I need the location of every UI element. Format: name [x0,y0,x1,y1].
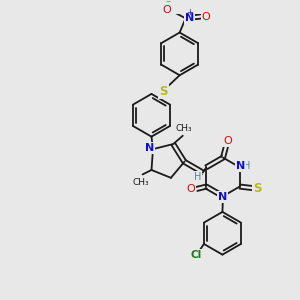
Text: O: O [162,5,171,15]
Text: S: S [253,182,261,194]
Text: N: N [184,13,194,23]
Text: CH₃: CH₃ [133,178,149,187]
Text: S: S [159,85,168,98]
Text: N: N [218,192,227,202]
Text: N: N [145,142,154,153]
Text: N: N [236,161,245,171]
Text: ⁻: ⁻ [166,0,171,10]
Text: H: H [243,161,250,171]
Text: O: O [201,11,210,22]
Text: O: O [187,184,195,194]
Text: H: H [194,172,201,182]
Text: +: + [186,8,193,17]
Text: O: O [223,136,232,146]
Text: Cl: Cl [190,250,202,260]
Text: CH₃: CH₃ [175,124,192,133]
